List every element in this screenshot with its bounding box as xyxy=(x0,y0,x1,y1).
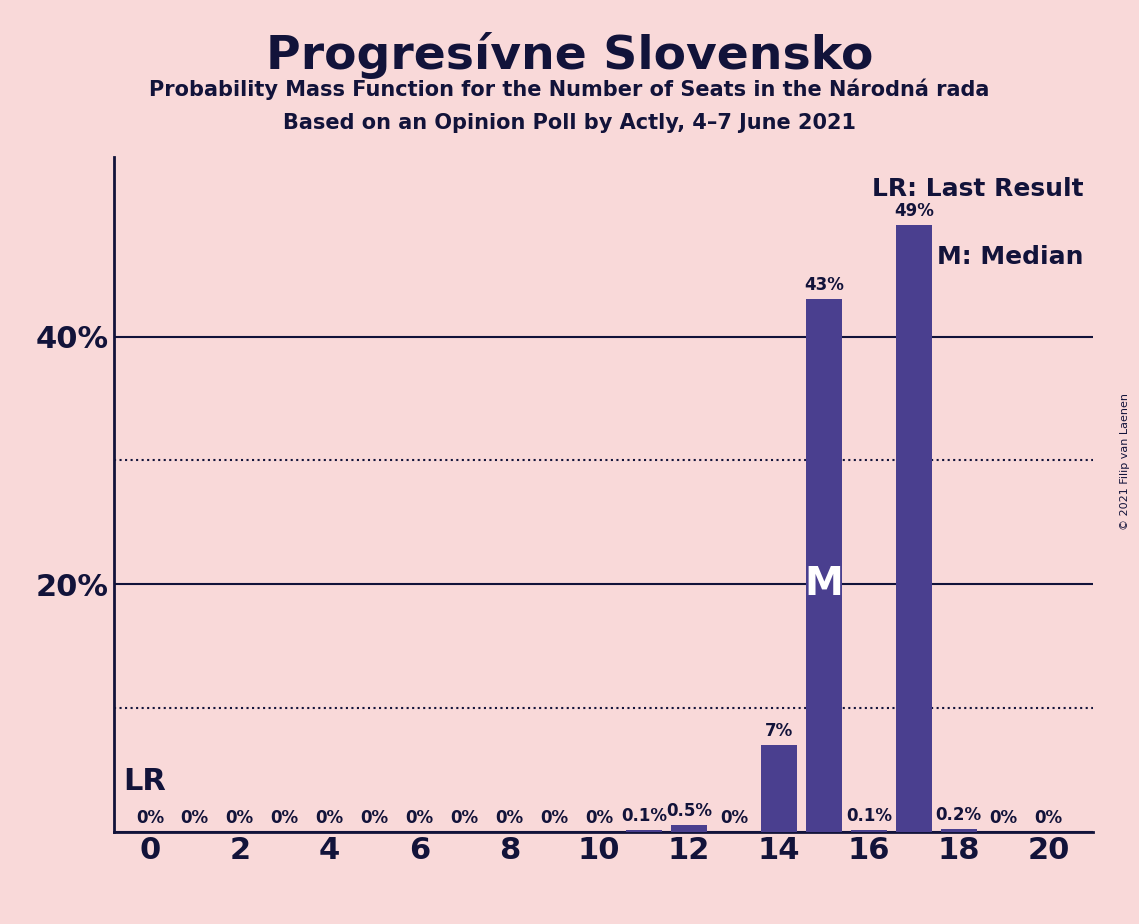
Text: 0.5%: 0.5% xyxy=(666,802,712,821)
Text: 0%: 0% xyxy=(990,808,1017,827)
Text: 49%: 49% xyxy=(894,202,934,220)
Bar xyxy=(761,745,797,832)
Text: 0%: 0% xyxy=(226,808,254,827)
Text: Progresívne Slovensko: Progresívne Slovensko xyxy=(265,32,874,79)
Text: 0.2%: 0.2% xyxy=(935,806,982,824)
Text: 0.1%: 0.1% xyxy=(846,808,892,825)
Text: 0%: 0% xyxy=(405,808,434,827)
Text: 0%: 0% xyxy=(1034,808,1063,827)
Text: 0%: 0% xyxy=(271,808,298,827)
Text: 0%: 0% xyxy=(585,808,613,827)
Text: 0%: 0% xyxy=(136,808,164,827)
Text: 0%: 0% xyxy=(720,808,748,827)
Text: 0.1%: 0.1% xyxy=(621,808,667,825)
Bar xyxy=(851,831,887,832)
Bar xyxy=(895,225,932,832)
Text: LR: Last Result: LR: Last Result xyxy=(872,177,1083,201)
Bar xyxy=(806,299,842,832)
Bar xyxy=(941,829,976,832)
Text: LR: LR xyxy=(124,767,166,796)
Text: 7%: 7% xyxy=(764,722,793,740)
Text: 43%: 43% xyxy=(804,276,844,295)
Text: 0%: 0% xyxy=(495,808,524,827)
Text: 0%: 0% xyxy=(181,808,208,827)
Bar xyxy=(671,825,707,832)
Text: M: Median: M: Median xyxy=(937,245,1083,269)
Text: 0%: 0% xyxy=(360,808,388,827)
Text: © 2021 Filip van Laenen: © 2021 Filip van Laenen xyxy=(1120,394,1130,530)
Text: 0%: 0% xyxy=(450,808,478,827)
Text: Based on an Opinion Poll by Actly, 4–7 June 2021: Based on an Opinion Poll by Actly, 4–7 J… xyxy=(282,113,857,133)
Bar xyxy=(626,831,662,832)
Text: Probability Mass Function for the Number of Seats in the Národná rada: Probability Mass Function for the Number… xyxy=(149,79,990,100)
Text: 0%: 0% xyxy=(316,808,344,827)
Text: 0%: 0% xyxy=(540,808,568,827)
Text: M: M xyxy=(804,565,843,603)
